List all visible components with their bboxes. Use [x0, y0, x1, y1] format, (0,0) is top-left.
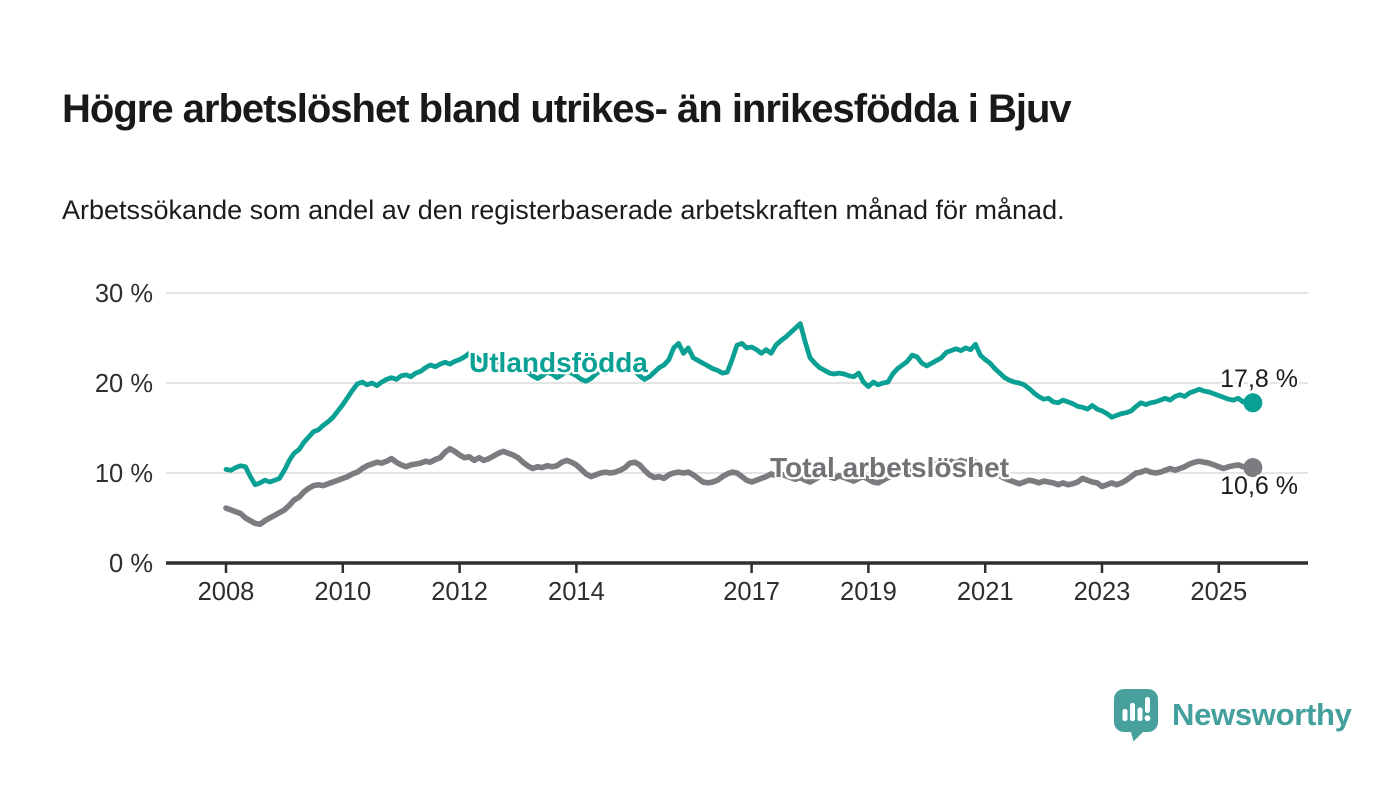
chart-subtitle: Arbetssökande som andel av den registerb… [62, 195, 1065, 225]
y-tick-label: 30 % [95, 280, 153, 308]
x-tick-label: 2021 [957, 578, 1014, 606]
y-tick-label: 0 % [109, 550, 153, 578]
series-line-total-arbetsloshet [223, 445, 1256, 528]
bar-chart-speech-bubble-icon [1114, 689, 1158, 742]
x-tick-label: 2017 [723, 578, 780, 606]
x-tick-label: 2025 [1190, 578, 1247, 606]
x-tick-label: 2008 [198, 578, 255, 606]
x-tick-label: 2012 [431, 578, 488, 606]
x-tick-label: 2023 [1074, 578, 1131, 606]
y-tick-label: 20 % [95, 370, 153, 398]
newsworthy-brand: Newsworthy [1113, 688, 1352, 742]
x-tick-label: 2019 [840, 578, 897, 606]
y-axis-labels: 0 % 10 % 20 % 30 % [95, 280, 153, 578]
y-tick-label: 10 % [95, 460, 153, 488]
series-end-dot-utlandsfodda [1243, 393, 1263, 413]
end-value-label-total: 10,6 % [1220, 472, 1298, 500]
brand-name: Newsworthy [1172, 697, 1352, 732]
grid-lines [166, 292, 1308, 474]
series-line-utlandsfodda [223, 321, 1256, 488]
x-tick-label: 2014 [548, 578, 605, 606]
x-axis: 2008 2010 2012 2014 2017 2019 2021 2023 2025 [166, 561, 1308, 606]
x-tick-label: 2010 [314, 578, 371, 606]
page-title: Högre arbetslöshet bland utrikes- än inr… [62, 86, 1072, 131]
series-end-dot-total-arbetsloshet [1243, 458, 1263, 478]
series-label-total-arbetsloshet: Total arbetslöshet [770, 452, 1010, 483]
line-chart: 2008 2010 2012 2014 2017 2019 2021 2023 2025 0 % 1… [95, 280, 1308, 606]
series-label-utlandsfodda: Utlandsfödda [469, 347, 648, 378]
end-value-label-utlandsfodda: 17,8 % [1220, 365, 1298, 393]
